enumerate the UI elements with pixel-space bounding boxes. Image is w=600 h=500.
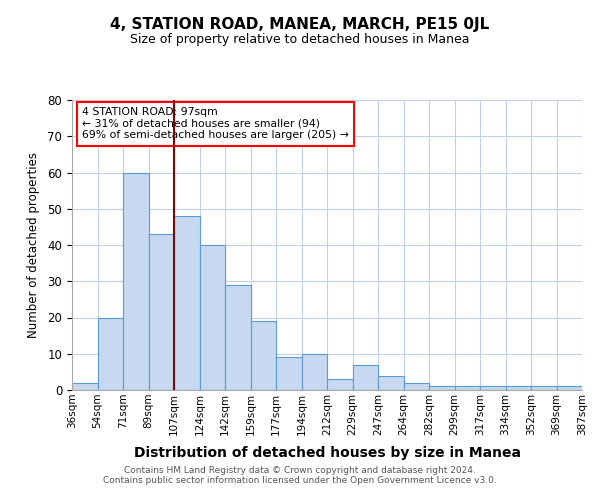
Text: 4, STATION ROAD, MANEA, MARCH, PE15 0JL: 4, STATION ROAD, MANEA, MARCH, PE15 0JL	[110, 18, 490, 32]
Bar	[97, 318, 123, 390]
Y-axis label: Number of detached properties: Number of detached properties	[28, 152, 40, 338]
Bar	[404, 383, 429, 390]
Bar	[531, 386, 557, 390]
Bar	[378, 376, 404, 390]
Bar	[353, 364, 378, 390]
Bar	[505, 386, 531, 390]
Bar	[302, 354, 327, 390]
X-axis label: Distribution of detached houses by size in Manea: Distribution of detached houses by size …	[133, 446, 521, 460]
Bar	[327, 379, 353, 390]
Bar	[276, 358, 302, 390]
Bar	[149, 234, 174, 390]
Bar	[251, 321, 276, 390]
Bar	[174, 216, 199, 390]
Bar	[199, 245, 225, 390]
Bar	[557, 386, 582, 390]
Bar	[225, 285, 251, 390]
Text: Contains HM Land Registry data © Crown copyright and database right 2024.
Contai: Contains HM Land Registry data © Crown c…	[103, 466, 497, 485]
Bar	[480, 386, 505, 390]
Bar	[429, 386, 455, 390]
Bar	[123, 172, 149, 390]
Text: Size of property relative to detached houses in Manea: Size of property relative to detached ho…	[130, 32, 470, 46]
Text: 4 STATION ROAD: 97sqm
← 31% of detached houses are smaller (94)
69% of semi-deta: 4 STATION ROAD: 97sqm ← 31% of detached …	[82, 108, 349, 140]
Bar	[455, 386, 480, 390]
Bar	[72, 383, 97, 390]
